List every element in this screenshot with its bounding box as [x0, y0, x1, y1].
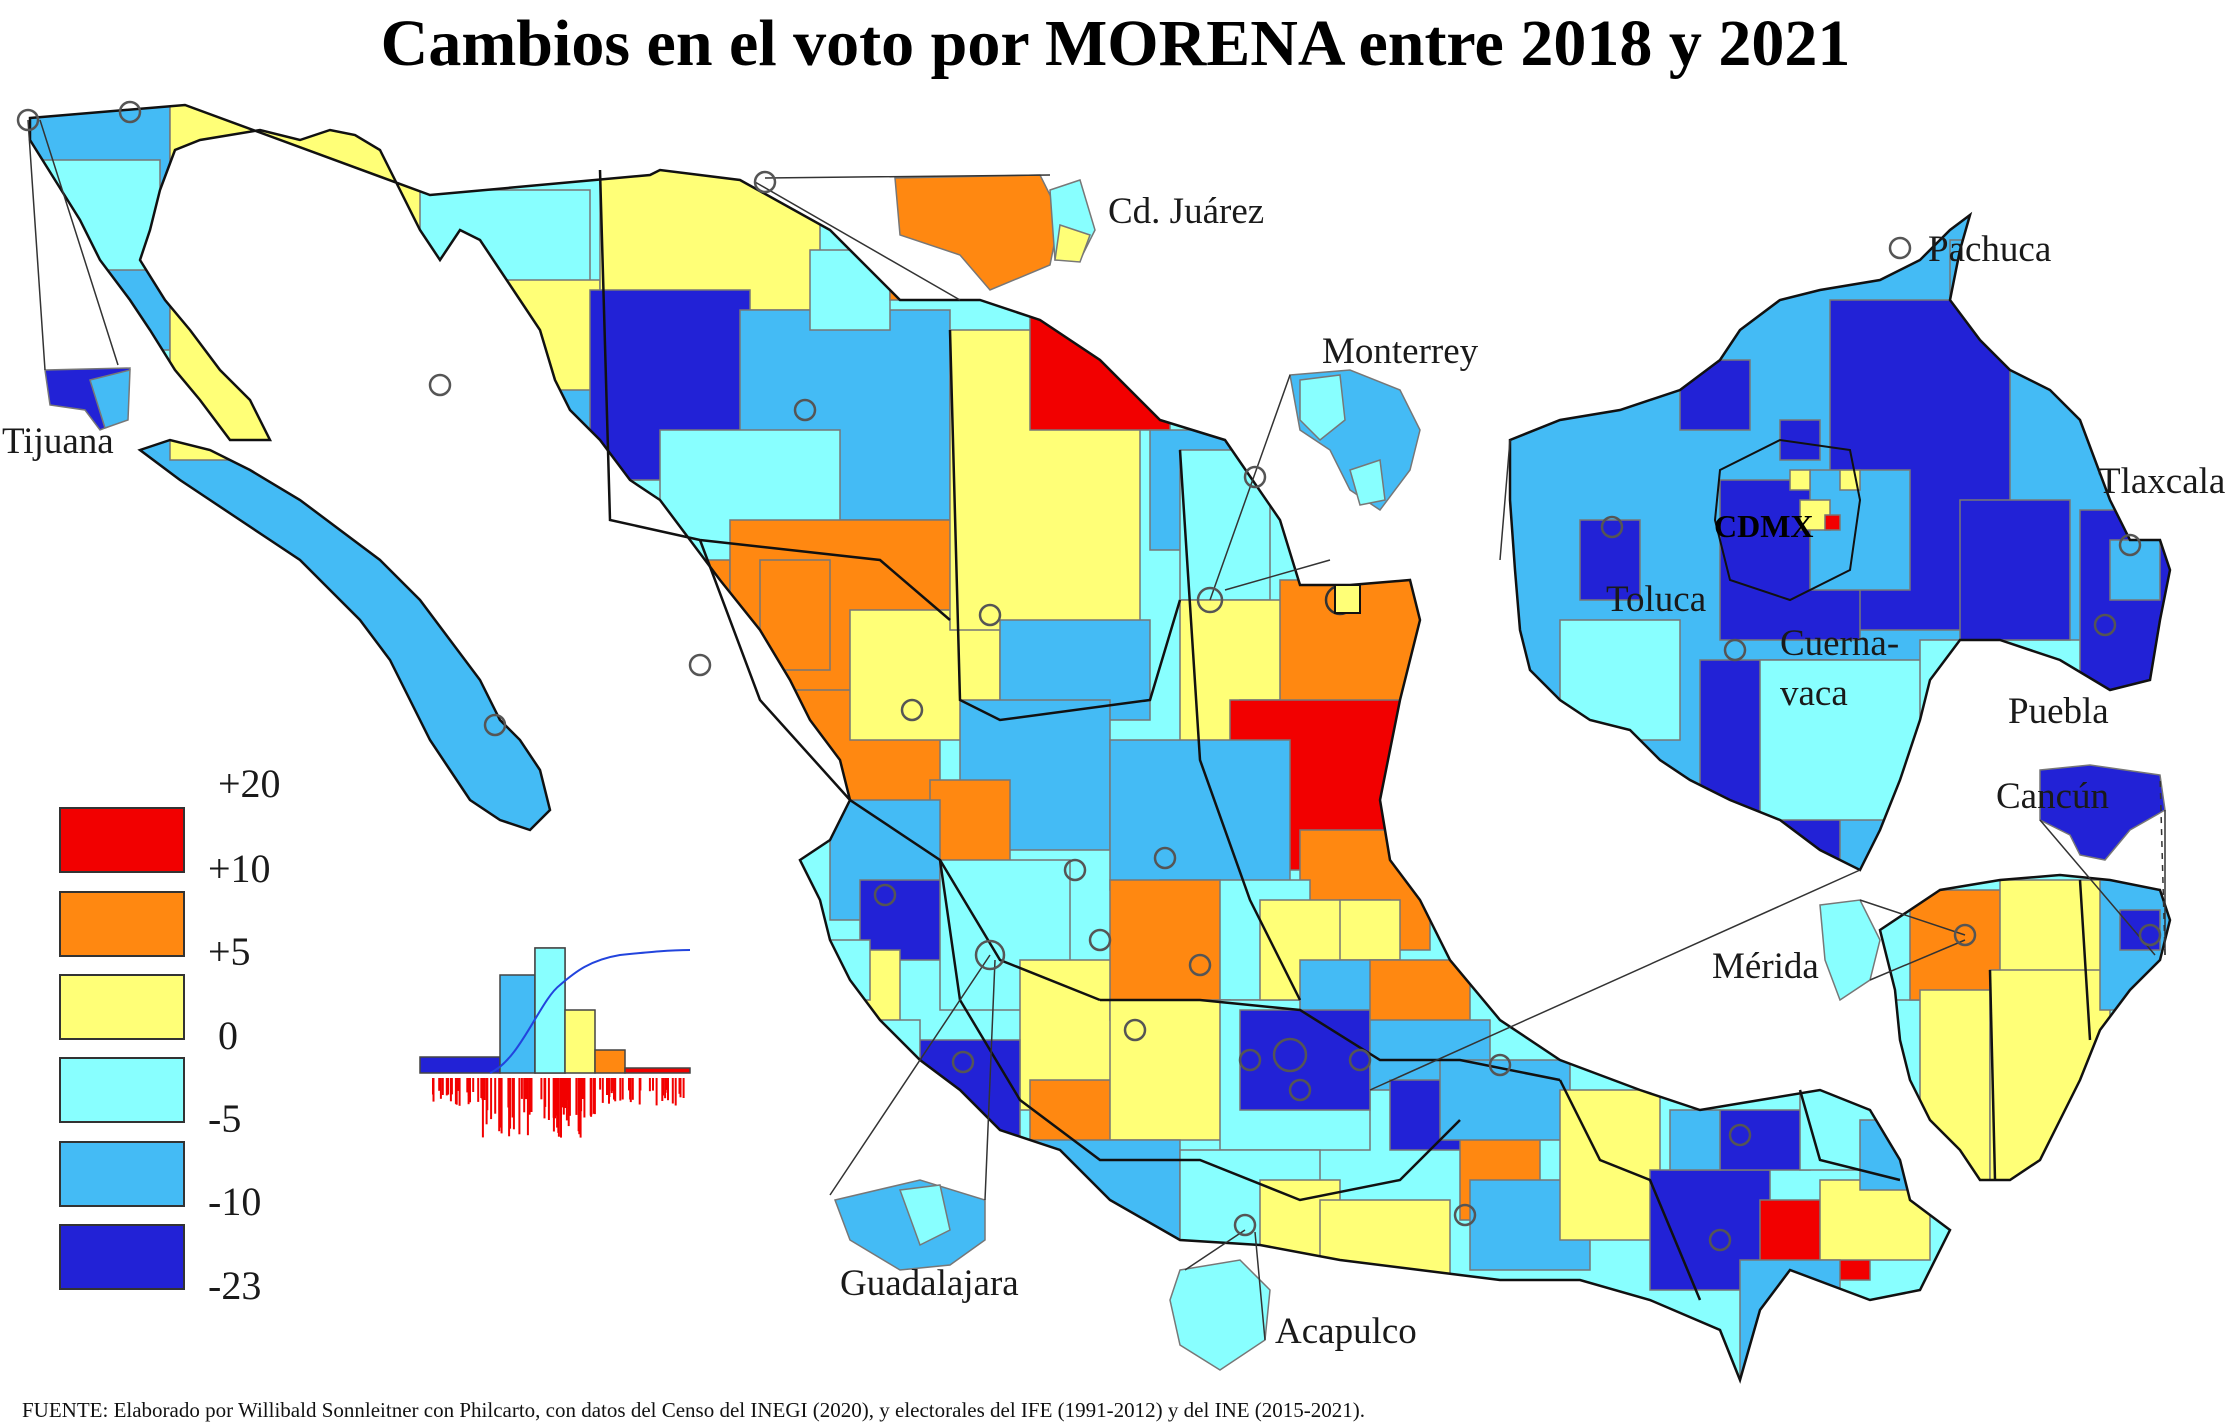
city-label-puebla: Puebla — [2008, 691, 2109, 732]
city-label-guadalajara: Guadalajara — [840, 1263, 1019, 1304]
city-label-toluca: Toluca — [1606, 579, 1707, 620]
legend-box-skyblue — [59, 1141, 185, 1207]
legend-label-5: -5 — [208, 1096, 242, 1141]
cumulative-curve — [489, 949, 691, 1074]
legend-label-7: -23 — [208, 1263, 262, 1308]
juarez-inset — [894, 174, 1096, 291]
city-label-acapulco: Acapulco — [1275, 1311, 1417, 1352]
legend-box-yellow — [59, 974, 185, 1040]
city-label-cuernavaca-1: Cuerna- — [1780, 623, 1900, 664]
tampico-marker — [1334, 584, 1361, 614]
hist-bar-red — [624, 1067, 691, 1074]
guadalajara-inset — [833, 1179, 986, 1271]
legend-label-6: -10 — [208, 1179, 262, 1224]
city-label-pachuca: Pachuca — [1928, 229, 2052, 270]
inset-border — [1508, 211, 2172, 872]
tijuana-inset — [44, 367, 131, 431]
legend-box-red — [59, 807, 185, 873]
acapulco-inset — [1169, 1259, 1271, 1371]
source-note: FUENTE: Elaborado por Willibald Sonnleit… — [22, 1398, 1366, 1422]
legend-box-orange — [59, 891, 185, 957]
city-label-tijuana: Tijuana — [2, 421, 114, 462]
hist-bar-skyblue-1 — [499, 974, 536, 1074]
legend-label-1: +20 — [218, 761, 281, 806]
hist-bar-darkblue — [419, 1056, 501, 1074]
hist-bar-yellow — [564, 1009, 596, 1074]
city-markers — [16, 100, 2162, 1252]
merida-inset — [1819, 899, 1881, 1002]
legend-boxes — [59, 807, 185, 1290]
state-borders — [28, 103, 2172, 1384]
rug-plot — [432, 1078, 685, 1138]
legend-box-darkblue — [59, 1224, 185, 1290]
hist-bar-orange — [594, 1049, 626, 1074]
map-title: Cambios en el voto por MORENA entre 2018… — [380, 7, 1851, 80]
legend-label-4: 0 — [218, 1013, 238, 1058]
monterrey-inset — [1289, 369, 1421, 512]
city-label-cancun: Cancún — [1996, 776, 2110, 817]
city-label-cdmx: CDMX — [1714, 508, 1814, 544]
leader-lines — [27, 119, 2166, 1341]
legend-box-lightcyan — [59, 1057, 185, 1123]
legend-label-3: +5 — [208, 929, 251, 974]
city-label-juarez: Cd. Juárez — [1108, 191, 1265, 232]
cancun-inset — [2039, 764, 2166, 861]
distribution-histogram — [419, 947, 691, 1074]
city-label-tlaxcala: Tlaxcala — [2098, 461, 2226, 502]
city-label-monterrey: Monterrey — [1322, 331, 1479, 372]
legend-label-2: +10 — [208, 846, 271, 891]
city-label-merida: Mérida — [1712, 946, 1819, 987]
city-label-cuernavaca-2: vaca — [1780, 673, 1848, 714]
